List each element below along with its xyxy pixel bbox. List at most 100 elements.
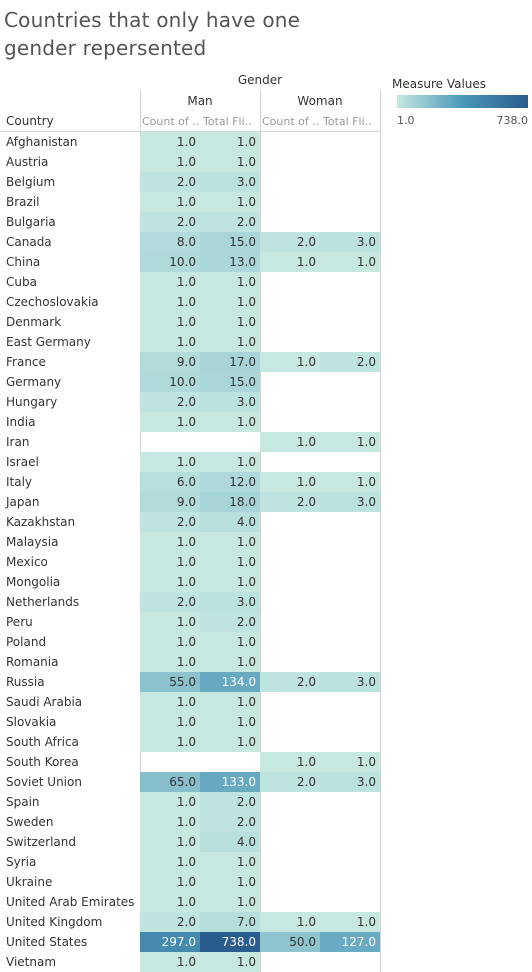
data-cell: 1.0 [140, 632, 200, 652]
table-row: Ukraine 1.0 1.0 [0, 872, 380, 892]
country-label: Bulgaria [6, 215, 56, 229]
data-cell: 3.0 [320, 772, 380, 792]
data-cell [320, 292, 380, 312]
data-cell [320, 952, 380, 972]
column-header-man-count: Count of .. [142, 115, 200, 128]
table-row: United Kingdom 2.0 7.0 1.0 1.0 [0, 912, 380, 932]
data-cell [260, 152, 320, 172]
country-label: Switzerland [6, 835, 76, 849]
data-cell: 1.0 [200, 272, 260, 292]
data-cell: 1.0 [140, 572, 200, 592]
table-row: Canada 8.0 15.0 2.0 3.0 [0, 232, 380, 252]
country-label: Austria [6, 155, 49, 169]
table-row: France 9.0 17.0 1.0 2.0 [0, 352, 380, 372]
data-cell: 2.0 [140, 392, 200, 412]
data-cell: 1.0 [140, 312, 200, 332]
table-row: Japan 9.0 18.0 2.0 3.0 [0, 492, 380, 512]
table-row: Slovakia 1.0 1.0 [0, 712, 380, 732]
data-cell [320, 612, 380, 632]
data-cell: 2.0 [200, 792, 260, 812]
group-header-woman: Woman [297, 94, 343, 108]
table-row: Romania 1.0 1.0 [0, 652, 380, 672]
data-cell [260, 452, 320, 472]
data-cell [200, 432, 260, 452]
data-cell [260, 652, 320, 672]
table-row: Austria 1.0 1.0 [0, 152, 380, 172]
data-cell [320, 192, 380, 212]
data-cell [260, 892, 320, 912]
data-cell [200, 752, 260, 772]
table-row: Denmark 1.0 1.0 [0, 312, 380, 332]
table-row: Belgium 2.0 3.0 [0, 172, 380, 192]
table-row: Kazakhstan 2.0 4.0 [0, 512, 380, 532]
data-cell [320, 212, 380, 232]
data-cell: 1.0 [140, 712, 200, 732]
data-cell: 1.0 [140, 332, 200, 352]
data-cell: 10.0 [140, 372, 200, 392]
data-cell: 1.0 [200, 952, 260, 972]
data-cell: 1.0 [200, 312, 260, 332]
table-row: Bulgaria 2.0 2.0 [0, 212, 380, 232]
data-cell [320, 272, 380, 292]
data-cell: 1.0 [140, 452, 200, 472]
data-cell: 1.0 [140, 612, 200, 632]
data-cell: 3.0 [320, 672, 380, 692]
data-cell: 1.0 [200, 132, 260, 152]
data-cell [260, 832, 320, 852]
data-cell: 6.0 [140, 472, 200, 492]
data-cell [320, 872, 380, 892]
country-label: Cuba [6, 275, 37, 289]
table-row: United States 297.0 738.0 50.0 127.0 [0, 932, 380, 952]
country-label: Iran [6, 435, 30, 449]
country-label: Malaysia [6, 535, 59, 549]
country-label: Netherlands [6, 595, 80, 609]
table-row: Saudi Arabia 1.0 1.0 [0, 692, 380, 712]
data-cell: 1.0 [140, 192, 200, 212]
data-cell: 738.0 [200, 932, 260, 952]
data-cell: 1.0 [200, 652, 260, 672]
country-label: Soviet Union [6, 775, 82, 789]
table-row: China 10.0 13.0 1.0 1.0 [0, 252, 380, 272]
data-cell: 50.0 [260, 932, 320, 952]
legend-title: Measure Values [392, 77, 487, 91]
data-cell: 15.0 [200, 232, 260, 252]
country-label: Romania [6, 655, 59, 669]
data-cell: 1.0 [140, 292, 200, 312]
country-label: Spain [6, 795, 40, 809]
table-row: South Africa 1.0 1.0 [0, 732, 380, 752]
table-row: Netherlands 2.0 3.0 [0, 592, 380, 612]
data-cell: 1.0 [260, 912, 320, 932]
country-label: China [6, 255, 41, 269]
data-cell: 1.0 [200, 192, 260, 212]
table-row: Sweden 1.0 2.0 [0, 812, 380, 832]
data-cell: 8.0 [140, 232, 200, 252]
country-label: Denmark [6, 315, 62, 329]
data-cell [140, 752, 200, 772]
data-cell [260, 572, 320, 592]
data-cell: 1.0 [200, 292, 260, 312]
table-row: Israel 1.0 1.0 [0, 452, 380, 472]
data-cell: 297.0 [140, 932, 200, 952]
data-cell: 1.0 [140, 692, 200, 712]
data-cell [260, 192, 320, 212]
data-cell [260, 612, 320, 632]
country-column-header: Country [6, 114, 54, 128]
country-label: Saudi Arabia [6, 695, 83, 709]
data-cell: 1.0 [140, 272, 200, 292]
country-label: Italy [6, 475, 33, 489]
data-cell: 1.0 [260, 472, 320, 492]
country-label: Hungary [6, 395, 58, 409]
data-cell [320, 712, 380, 732]
country-label: Afghanistan [6, 135, 78, 149]
data-cell: 1.0 [200, 892, 260, 912]
table-row: Italy 6.0 12.0 1.0 1.0 [0, 472, 380, 492]
column-header-woman-count: Count of .. [262, 115, 320, 128]
group-header-man: Man [187, 94, 213, 108]
data-cell: 1.0 [140, 852, 200, 872]
table-row: Syria 1.0 1.0 [0, 852, 380, 872]
legend-min-label: 1.0 [397, 114, 415, 127]
column-header-man-total: Total Fli.. [203, 115, 252, 128]
table-row: Hungary 2.0 3.0 [0, 392, 380, 412]
data-cell [320, 512, 380, 532]
data-cell [140, 432, 200, 452]
